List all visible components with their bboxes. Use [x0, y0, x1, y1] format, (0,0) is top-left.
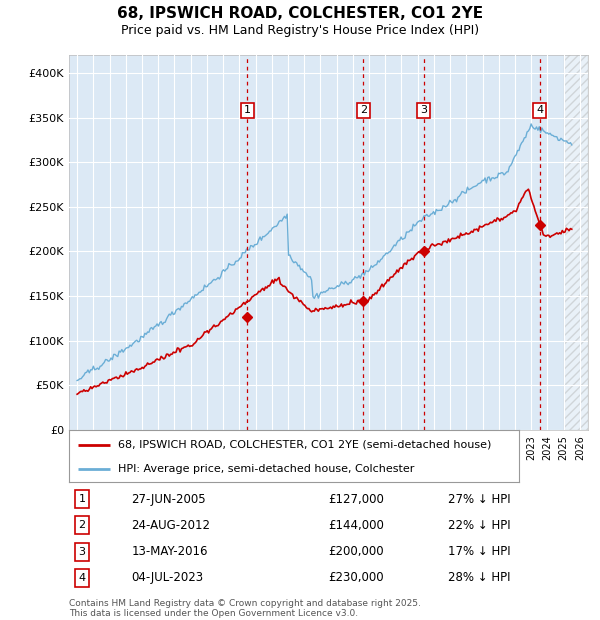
Text: 1: 1: [79, 494, 85, 504]
Text: Price paid vs. HM Land Registry's House Price Index (HPI): Price paid vs. HM Land Registry's House …: [121, 24, 479, 37]
Text: HPI: Average price, semi-detached house, Colchester: HPI: Average price, semi-detached house,…: [119, 464, 415, 474]
Text: 13-MAY-2016: 13-MAY-2016: [131, 545, 208, 558]
Text: 27-JUN-2005: 27-JUN-2005: [131, 492, 206, 505]
Text: 3: 3: [420, 105, 427, 115]
Text: 68, IPSWICH ROAD, COLCHESTER, CO1 2YE (semi-detached house): 68, IPSWICH ROAD, COLCHESTER, CO1 2YE (s…: [119, 440, 492, 450]
Text: £230,000: £230,000: [329, 572, 384, 585]
Text: 4: 4: [79, 573, 86, 583]
Text: 68, IPSWICH ROAD, COLCHESTER, CO1 2YE: 68, IPSWICH ROAD, COLCHESTER, CO1 2YE: [117, 6, 483, 21]
Text: 4: 4: [536, 105, 543, 115]
Text: 1: 1: [244, 105, 251, 115]
Text: 22% ↓ HPI: 22% ↓ HPI: [448, 519, 511, 532]
Text: 2: 2: [360, 105, 367, 115]
Text: £127,000: £127,000: [329, 492, 385, 505]
Text: 3: 3: [79, 547, 85, 557]
Text: £144,000: £144,000: [329, 519, 385, 532]
Text: 04-JUL-2023: 04-JUL-2023: [131, 572, 203, 585]
Bar: [563, 55, 588, 430]
Text: 2: 2: [79, 520, 86, 530]
Text: 28% ↓ HPI: 28% ↓ HPI: [448, 572, 511, 585]
Text: £200,000: £200,000: [329, 545, 384, 558]
Text: Contains HM Land Registry data © Crown copyright and database right 2025.
This d: Contains HM Land Registry data © Crown c…: [69, 598, 421, 618]
Text: 27% ↓ HPI: 27% ↓ HPI: [448, 492, 511, 505]
Text: 24-AUG-2012: 24-AUG-2012: [131, 519, 210, 532]
Text: 17% ↓ HPI: 17% ↓ HPI: [448, 545, 511, 558]
